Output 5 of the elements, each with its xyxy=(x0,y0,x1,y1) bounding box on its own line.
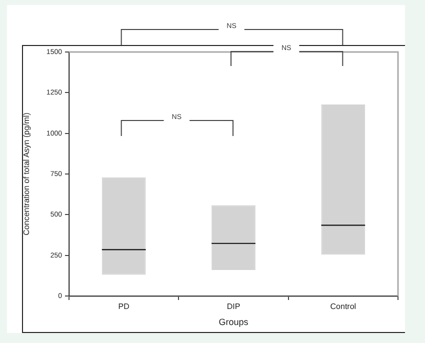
x-tick-label: DIP xyxy=(226,302,240,312)
x-tick-label: Control xyxy=(330,302,356,312)
x-tick-label: PD xyxy=(118,302,130,312)
y-axis-title: Concentration of total Asyn (pg/ml) xyxy=(22,112,32,236)
x-axis-title: Groups xyxy=(218,317,249,328)
